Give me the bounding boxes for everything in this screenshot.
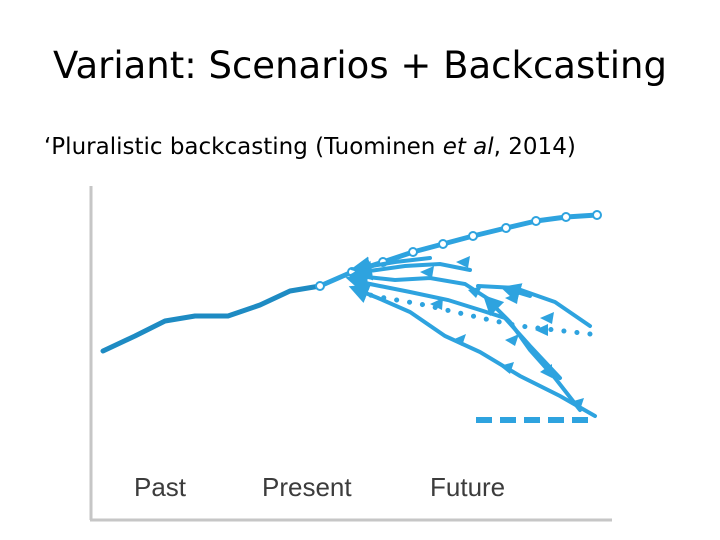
pathway-7 (482, 294, 582, 412)
arrowhead (540, 312, 554, 324)
label-past: Past (134, 472, 187, 502)
arrowhead (452, 334, 466, 346)
arrowhead (570, 398, 584, 410)
label-present: Present (262, 472, 352, 502)
slide-title: Variant: Scenarios + Backcasting (53, 44, 667, 87)
subtitle-text-italic: et al (442, 134, 494, 160)
arrowhead (505, 292, 519, 304)
arrowhead (420, 266, 434, 278)
dotted-pathway-arrowheads (430, 298, 548, 336)
arrowhead (500, 362, 514, 374)
pathway-4 (476, 284, 592, 328)
future-point (592, 210, 602, 220)
future-point (531, 216, 541, 226)
pathway-2 (352, 260, 472, 281)
pathway-arrowheads (420, 256, 584, 410)
past-trend-line (100, 283, 323, 354)
slide-subtitle: ‘Pluralistic backcasting (Tuominen et al… (44, 134, 576, 160)
upper-future-points (315, 210, 602, 291)
future-point (438, 239, 448, 249)
future-point (408, 247, 418, 257)
subtitle-text-start: ‘Pluralistic backcasting (Tuominen (44, 134, 443, 160)
present-point (315, 281, 325, 291)
future-point (347, 267, 357, 277)
arrowhead (456, 256, 470, 268)
label-future: Future (430, 472, 505, 502)
subtitle-text-end: , 2014) (493, 134, 576, 160)
arrowhead (505, 334, 519, 346)
arrowhead (540, 364, 552, 378)
arrowhead (535, 324, 548, 336)
pathway-4-head (500, 283, 532, 303)
dotted-pathway (362, 291, 593, 337)
future-point (561, 212, 571, 222)
future-point (501, 223, 511, 233)
arrowhead (430, 298, 443, 310)
future-point (468, 231, 478, 241)
backcasting-pathways (345, 256, 597, 418)
arrowhead (468, 286, 482, 298)
